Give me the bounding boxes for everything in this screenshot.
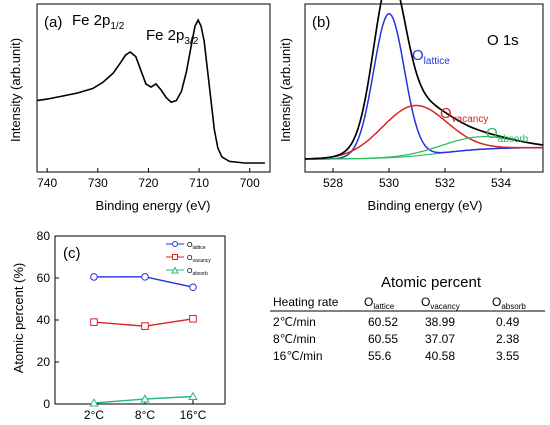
panel-a-xtick-label: 700 [240, 176, 260, 190]
panel-c-ytick-label: 60 [37, 271, 51, 285]
panel-c-point-absorb [89, 398, 99, 407]
panel-a-xlabel: Binding energy (eV) [96, 198, 211, 213]
panel-b-ylabel: Intensity (arb.unit) [278, 38, 293, 142]
panel-b-absorb-label: Oabsorb [486, 125, 529, 145]
panel-a-label: (a) [44, 14, 62, 31]
table-cell: 60.52 [368, 315, 398, 329]
table-header-rate: Heating rate [273, 295, 339, 309]
panel-c-xtick-label: 16°C [180, 408, 207, 422]
panel-b-xtick-label: 532 [435, 176, 455, 190]
panel-b-vacancy-label: Ovacancy [440, 105, 488, 125]
table-cell: 8℃/min [273, 332, 316, 346]
panel-c-legend: Olattice Ovacancy Oabsorb [166, 241, 211, 277]
table-title: Atomic percent [381, 274, 482, 291]
panel-b-xtick-label: 528 [323, 176, 343, 190]
panel-c-point-lattice [189, 283, 197, 292]
table-cell: 16℃/min [273, 349, 323, 363]
panel-a-xtick-label: 740 [37, 176, 57, 190]
panel-c-point-absorb [188, 391, 198, 401]
panel-a-peak1-label: Fe 2p1/2 [72, 12, 125, 32]
table-cell: 55.6 [368, 349, 392, 363]
panel-c-point-lattice [141, 273, 149, 281]
panel-c-ytick-label: 80 [37, 229, 51, 243]
legend-lattice: Olattice [187, 242, 206, 251]
panel-c-point-vacancy [141, 322, 149, 330]
panel-c-xtick-label: 2°C [84, 408, 104, 422]
panel-b-title: O 1s [487, 32, 519, 49]
panel-b-lattice-label: Olattice [412, 47, 450, 67]
table-cell: 38.99 [425, 315, 455, 329]
panel-c-ytick-label: 0 [43, 397, 50, 411]
panel-a-xtick-label: 720 [138, 176, 158, 190]
panel-b-xtick-label: 534 [491, 176, 511, 190]
table-cell: 2.38 [496, 332, 520, 346]
panel-c-xtick-label: 8°C [135, 408, 155, 422]
panel-b-frame [304, 3, 544, 173]
table-cell: 37.07 [425, 332, 455, 346]
table-cell: 0.49 [496, 315, 520, 329]
legend-absorb: Oabsorb [187, 268, 208, 277]
table-header-absorb: Oabsorb [492, 295, 526, 311]
table-header-vacancy: Ovacancy [421, 295, 460, 311]
panel-c-point-lattice [90, 273, 98, 281]
panel-b-xlabel: Binding energy (eV) [368, 198, 483, 213]
panel-b-xtick-label: 530 [379, 176, 399, 190]
panel-b-lattice-peak [305, 12, 543, 160]
panel-c-point-vacancy [189, 314, 197, 323]
panel-a-ylabel: Intensity (arb.unit) [8, 38, 23, 142]
panel-a-xtick-label: 710 [189, 176, 209, 190]
table-cell: 2℃/min [273, 315, 316, 329]
panel-c-ytick-label: 20 [37, 355, 51, 369]
panel-c-label: (c) [63, 245, 81, 262]
panel-b-label: (b) [312, 14, 330, 31]
panel-c-ylabel: Atomic percent (%) [11, 263, 26, 374]
table-cell: 40.58 [425, 349, 455, 363]
panel-c-point-vacancy [90, 318, 98, 326]
table-header-lattice: Olattice [364, 295, 395, 311]
panel-b-vacancy-peak [305, 104, 543, 160]
panel-c-ytick-label: 40 [37, 313, 51, 327]
panel-a-peak2-label: Fe 2p3/2 [146, 27, 199, 47]
legend-vacancy: Ovacancy [187, 255, 211, 264]
panel-c-point-absorb [140, 394, 150, 403]
panel-b-absorb-peak [305, 136, 544, 160]
panel-a-xtick-label: 730 [88, 176, 108, 190]
panel-b-envelope [305, 0, 544, 160]
table-cell: 60.55 [368, 332, 398, 346]
panel-a-frame [36, 3, 271, 173]
panel-a-fe2p-spectrum [36, 18, 265, 164]
table-cell: 3.55 [496, 349, 520, 363]
